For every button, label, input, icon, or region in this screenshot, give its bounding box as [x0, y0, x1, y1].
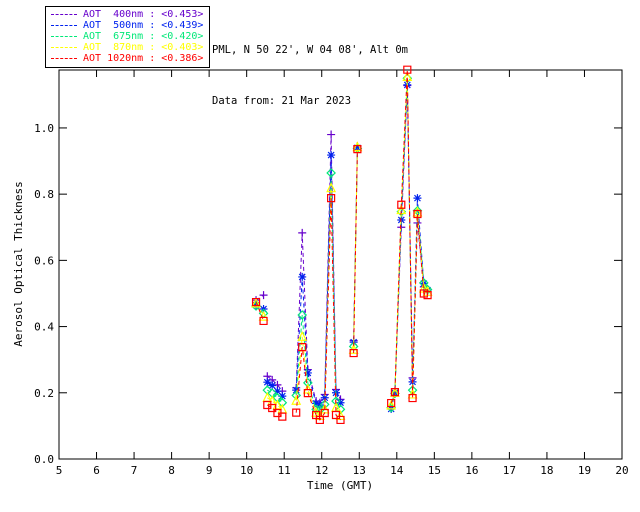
legend-label-870nm: AOT 870nm : <0.403>: [83, 42, 204, 53]
x-tick-label: 12: [315, 464, 328, 477]
x-tick-label: 17: [503, 464, 516, 477]
y-axis-title: Aerosol Optical Thickness: [12, 181, 25, 347]
station-location-text: PML, N 50 22', W 04 08', Alt 0m: [212, 44, 408, 56]
legend-label-400nm: AOT 400nm : <0.453>: [83, 9, 204, 20]
x-tick-label: 18: [540, 464, 553, 477]
legend-entry-400nm: AOT 400nm : <0.453>: [51, 9, 203, 20]
legend-dash-sample-500nm: [51, 25, 77, 26]
series-line-AOT-400nm: [255, 294, 264, 301]
series-line-AOT-870nm: [390, 76, 428, 406]
legend-entry-500nm: AOT 500nm : <0.439>: [51, 20, 203, 31]
legend-entry-1020nm: AOT 1020nm : <0.386>: [51, 53, 203, 64]
x-tick-label: 6: [93, 464, 100, 477]
x-tick-label: 11: [278, 464, 291, 477]
x-tick-label: 20: [615, 464, 628, 477]
legend-dash-sample-870nm: [51, 47, 77, 48]
x-tick-label: 10: [240, 464, 253, 477]
x-tick-label: 9: [206, 464, 213, 477]
x-tick-label: 13: [353, 464, 366, 477]
legend-entry-870nm: AOT 870nm : <0.403>: [51, 42, 203, 53]
legend-entry-675nm: AOT 675nm : <0.420>: [51, 31, 203, 42]
y-tick-label: 0.2: [34, 387, 54, 400]
x-tick-label: 14: [390, 464, 404, 477]
y-tick-label: 1.0: [34, 122, 54, 135]
series-line-AOT-1020nm: [390, 69, 428, 404]
series-line-AOT-1020nm: [267, 404, 283, 418]
x-tick-label: 16: [465, 464, 478, 477]
x-tick-label: 15: [428, 464, 441, 477]
y-tick-label: 0.4: [34, 321, 54, 334]
series-markers-AOT-1020nm: [251, 65, 432, 425]
legend-label-675nm: AOT 675nm : <0.420>: [83, 31, 204, 42]
legend-dash-sample-675nm: [51, 36, 77, 37]
legend-dash-sample-1020nm: [51, 58, 77, 59]
series-line-AOT-1020nm: [295, 198, 341, 421]
legend-dash-sample-400nm: [51, 14, 77, 15]
legend-box: AOT 400nm : <0.453> AOT 500nm : <0.439> …: [45, 6, 211, 68]
legend-label-500nm: AOT 500nm : <0.439>: [83, 20, 204, 31]
plot-box: [58, 69, 623, 460]
data-date-text: Data from: 21 Mar 2023: [212, 95, 352, 107]
y-tick-label: 0.6: [34, 254, 54, 267]
x-axis-title: Time (GMT): [307, 479, 373, 492]
series-markers-AOT-870nm: [251, 71, 433, 421]
series-line-AOT-870nm: [353, 147, 358, 350]
series-line-AOT-500nm: [390, 84, 429, 410]
x-tick-label: 7: [131, 464, 138, 477]
legend-label-1020nm: AOT 1020nm : <0.386>: [83, 53, 204, 64]
x-tick-label: 5: [56, 464, 63, 477]
y-tick-label: 0.0: [34, 453, 54, 466]
y-tick-label: 0.8: [34, 188, 54, 201]
chart-header: PML, N 50 22', W 04 08', Alt 0m Data fro…: [212, 8, 408, 144]
x-tick-label: 19: [578, 464, 591, 477]
x-tick-label: 8: [168, 464, 175, 477]
series-line-AOT-1020nm: [353, 149, 358, 354]
